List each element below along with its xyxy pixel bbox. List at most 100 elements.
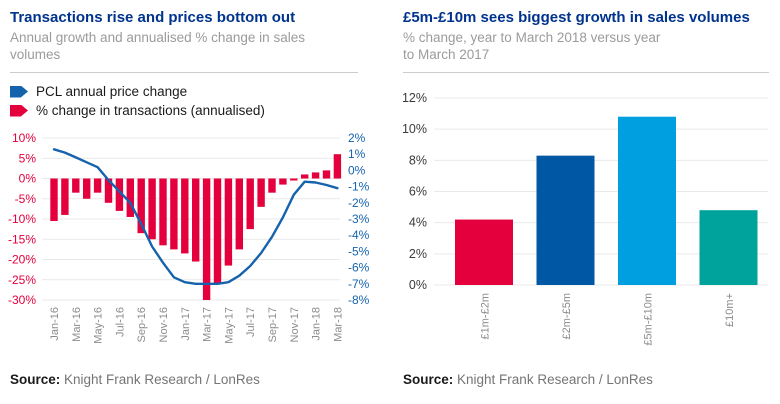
y-axis-tick-label: 0%	[409, 278, 427, 292]
bar	[311, 172, 320, 179]
right-axis-tick-label: 1%	[348, 147, 366, 161]
source-line: Source: Knight Frank Research / LonRes	[403, 372, 653, 387]
left-chart: 10% 5% 0% -5% -10% -15% -20% -25% -30% 2% 1% 0% -1% -…	[8, 131, 370, 344]
bar	[699, 210, 758, 285]
x-axis-tick-label: £2m-£5m	[561, 293, 573, 339]
bar	[137, 178, 145, 234]
y-axis-tick-label: 6%	[409, 185, 427, 199]
right-chart-subtitle: % change, year to March 2018 versus year…	[403, 30, 661, 62]
x-axis-tick-label: May-16	[93, 307, 105, 344]
bar	[170, 178, 178, 250]
right-axis-tick-label: -4%	[348, 228, 370, 242]
left-axis-tick-label: 5%	[19, 151, 37, 165]
left-chart-title: Transactions rise and prices bottom out	[10, 9, 296, 26]
right-axis-tick-label: -8%	[348, 293, 370, 307]
right-chart: 0%2%4%6%8%10%12%£1m-£2m £2m-£5m £5m-£10m £1…	[402, 91, 768, 346]
x-axis-labels: Jan-16 Mar-16 May-16 Jul-16 Sep-16 Nov-16 Jan-…	[49, 307, 344, 344]
left-divider	[10, 72, 358, 73]
left-axis-tick-label: -5%	[15, 192, 37, 206]
bar	[301, 174, 309, 179]
left-axis-labels: 10% 5% 0% -5% -10% -15% -20% -25% -30%	[8, 131, 36, 307]
source-text: Knight Frank Research / LonRes	[64, 372, 260, 387]
bar	[268, 178, 276, 193]
right-axis-tick-label: -3%	[348, 212, 370, 226]
legend-row: PCL annual price change	[10, 84, 358, 99]
left-axis-tick-label: 0%	[19, 172, 37, 186]
bar	[148, 178, 156, 240]
y-axis-tick-label: 12%	[402, 91, 427, 105]
x-axis-tick-label: Nov-16	[158, 307, 170, 342]
bar	[455, 219, 513, 285]
x-axis-tick-label: Mar-16	[71, 307, 83, 342]
left-axis-tick-label: -20%	[8, 253, 36, 267]
bar	[279, 178, 287, 185]
legend-label: PCL annual price change	[36, 84, 188, 99]
bar	[181, 178, 189, 254]
line-series-marker-icon	[10, 85, 28, 98]
y-axis-tick-label: 8%	[409, 153, 427, 167]
left-axis-tick-label: -30%	[8, 293, 36, 307]
right-chart-title: £5m-£10m sees biggest growth in sales vo…	[403, 9, 750, 26]
x-axis-tick-label: May-17	[223, 307, 235, 344]
bar	[50, 178, 58, 222]
sales-volume-bars	[455, 116, 758, 285]
x-axis-tick-label: Mar-18	[332, 307, 344, 342]
bar	[159, 178, 167, 246]
price-line	[52, 148, 339, 285]
right-axis-tick-label: -5%	[348, 244, 370, 258]
bar	[257, 178, 265, 207]
left-axis-tick-label: 10%	[12, 131, 36, 145]
source-label: Source:	[10, 372, 61, 387]
right-axis-tick-label: -2%	[348, 196, 370, 210]
x-axis-tick-label: £10m+	[724, 293, 736, 327]
left-axis-tick-label: -15%	[8, 232, 36, 246]
transactions-bars	[50, 154, 342, 300]
y-axis-tick-label: 4%	[409, 216, 427, 230]
x-axis-labels: £1m-£2m £2m-£5m £5m-£10m £10m+	[480, 293, 737, 346]
x-axis-tick-label: £5m-£10m	[643, 293, 655, 346]
left-chart-gridlines	[42, 137, 340, 301]
right-axis-labels: 2% 1% 0% -1% -2% -3% -4% -5% -6% -7% -8%	[348, 131, 370, 307]
source-line: Source: Knight Frank Research / LonRes	[10, 372, 260, 387]
y-axis-tick-label: 2%	[409, 247, 427, 261]
y-axis-labels: 0% 2% 4% 6% 8% 10% 12%	[402, 91, 427, 292]
legend-label: % change in transactions (annualised)	[36, 103, 265, 118]
y-axis-tick-label: 10%	[402, 122, 427, 136]
bar	[246, 178, 254, 230]
right-axis-tick-label: -6%	[348, 261, 370, 275]
bar	[290, 178, 298, 181]
x-axis-tick-label: Sep-16	[136, 307, 148, 342]
x-axis-tick-label: Jan-18	[311, 307, 323, 341]
legend-row: % change in transactions (annualised)	[10, 103, 358, 118]
x-axis-tick-label: Sep-17	[267, 307, 279, 342]
left-axis-tick-label: -25%	[8, 273, 36, 287]
source-label: Source:	[403, 372, 454, 387]
bar	[235, 178, 243, 250]
x-axis-tick-label: Mar-17	[202, 307, 214, 342]
left-chart-legend: PCL annual price change % change in tran…	[10, 84, 358, 118]
x-axis-tick-label: Jan-17	[180, 307, 192, 341]
left-axis-tick-label: -10%	[8, 212, 36, 226]
x-axis-tick-label: £1m-£2m	[480, 293, 492, 339]
bar	[93, 178, 102, 193]
bar	[213, 178, 222, 284]
bar	[618, 116, 676, 285]
right-axis-tick-label: 0%	[348, 163, 366, 177]
x-axis-tick-label: Nov-17	[289, 307, 301, 342]
bar	[333, 154, 342, 179]
right-divider	[403, 72, 769, 73]
x-axis-tick-label: Jul-17	[245, 307, 257, 337]
x-axis-tick-label: Jan-16	[49, 307, 61, 341]
bar	[202, 178, 211, 300]
bar	[536, 155, 595, 285]
left-chart-subtitle: Annual growth and annualised % change in…	[10, 30, 305, 62]
right-axis-tick-label: 2%	[348, 131, 366, 145]
bar	[61, 178, 69, 215]
bar-series-marker-icon	[10, 104, 28, 117]
bar	[115, 178, 124, 211]
bar	[83, 178, 91, 199]
right-axis-tick-label: -1%	[348, 180, 370, 194]
source-text: Knight Frank Research / LonRes	[457, 372, 653, 387]
bar	[322, 170, 331, 179]
